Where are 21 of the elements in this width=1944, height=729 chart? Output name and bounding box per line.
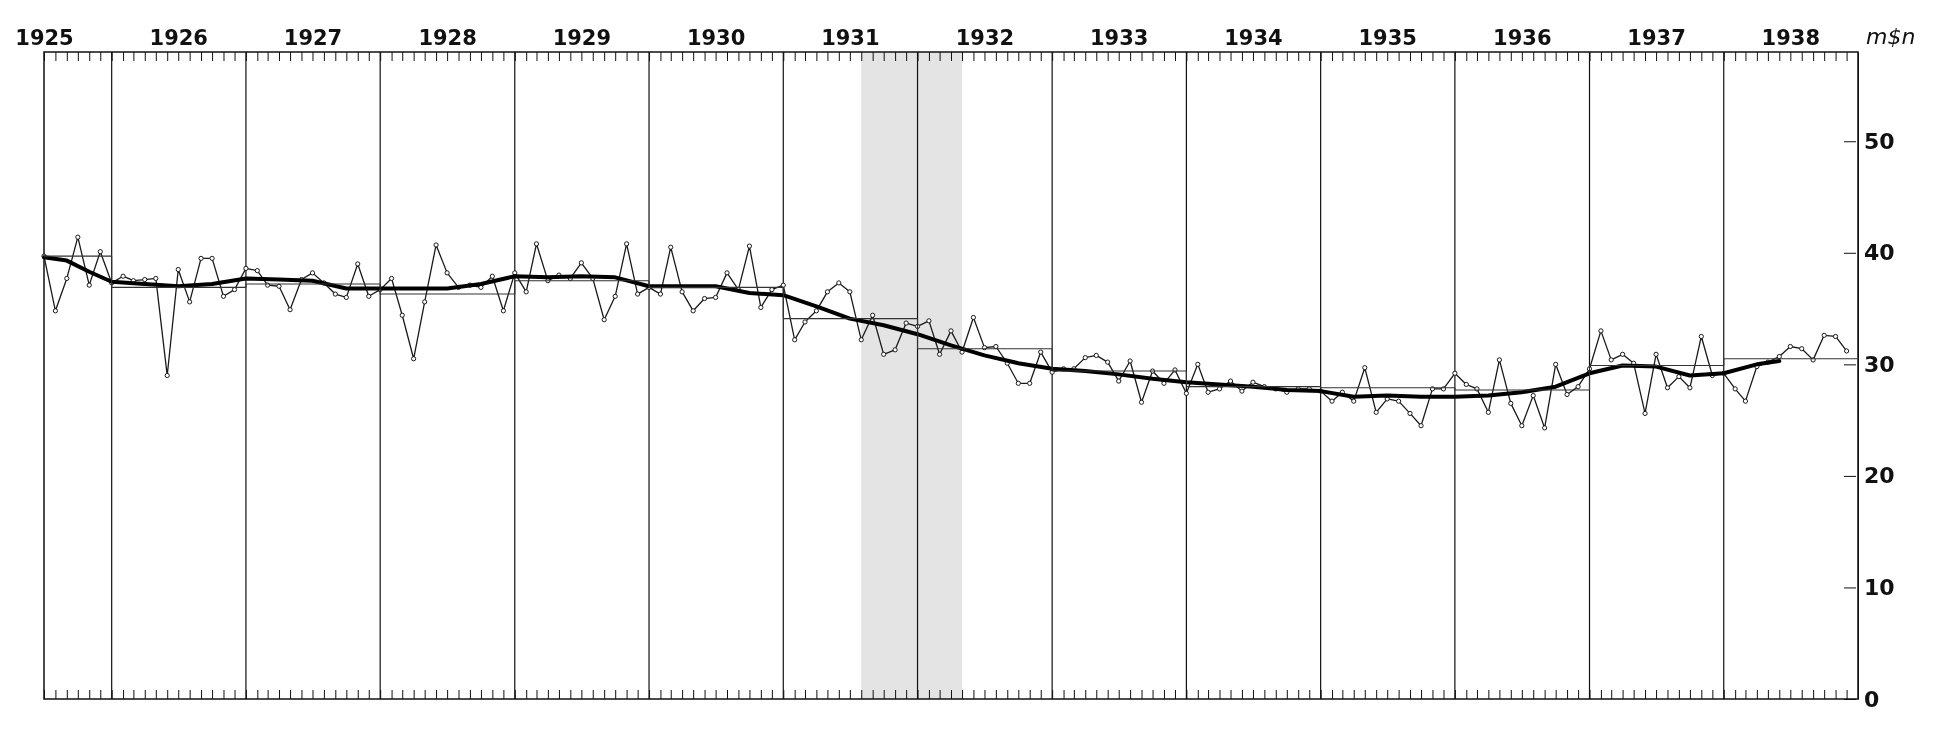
x-tick-label: 1925: [15, 25, 74, 50]
x-tick-label: 1933: [1089, 25, 1149, 50]
y-axis-title: m$n: [1866, 24, 1916, 49]
x-tick-label: 1932: [955, 25, 1015, 50]
x-tick-label: 1937: [1627, 25, 1686, 50]
x-tick-label: 1930: [686, 25, 746, 50]
x-tick-label: 1927: [283, 25, 343, 50]
x-tick-label: 1938: [1761, 25, 1821, 50]
x-tick-label: 1936: [1493, 25, 1552, 50]
y-tick-label: 30: [1864, 351, 1895, 377]
x-tick-label: 1926: [149, 25, 208, 50]
x-tick-label: 1934: [1224, 25, 1283, 50]
x-tick-label: 1935: [1358, 25, 1417, 50]
x-tick-label: 1931: [821, 25, 880, 50]
y-tick-label: 20: [1864, 463, 1895, 489]
x-tick-label: 1929: [552, 25, 612, 50]
x-tick-label: 1928: [418, 25, 477, 50]
y-tick-label: 40: [1864, 240, 1895, 266]
y-tick-label: 10: [1864, 574, 1895, 600]
y-tick-label: 0: [1864, 686, 1880, 712]
y-tick-label: 50: [1864, 128, 1895, 154]
